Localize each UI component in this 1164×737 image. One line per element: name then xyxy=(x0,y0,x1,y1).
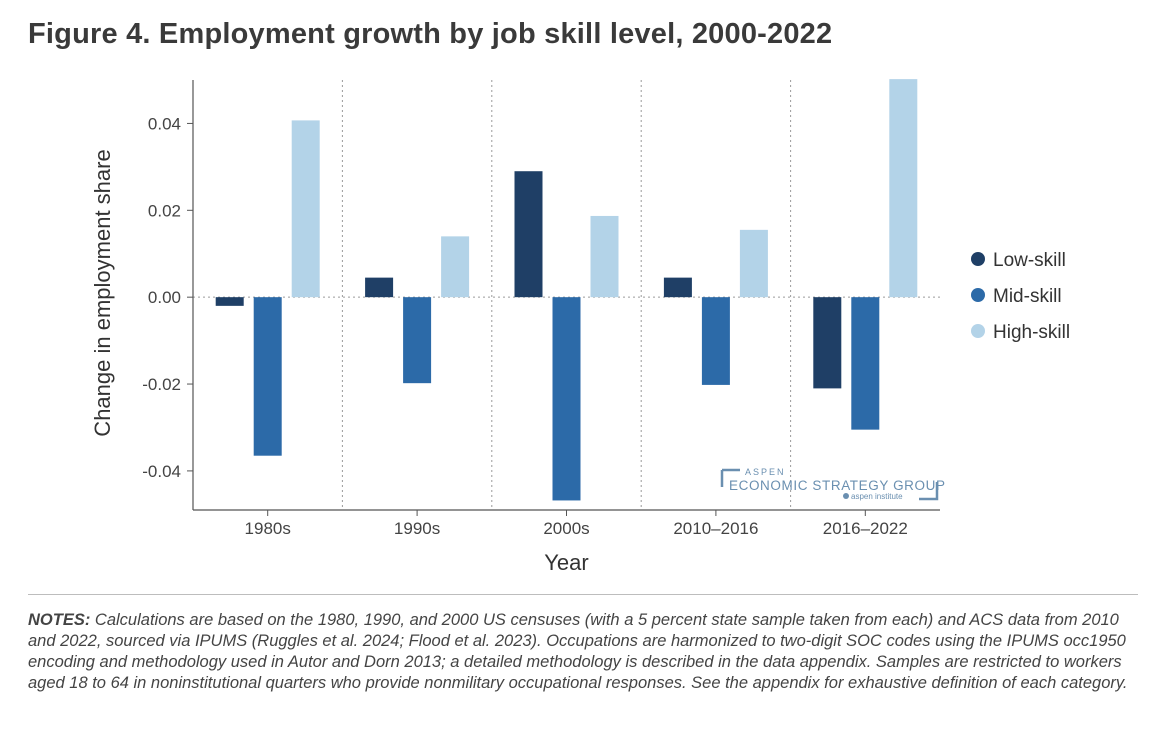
y-tick-label: 0.00 xyxy=(148,288,181,307)
notes-divider xyxy=(28,594,1138,595)
legend-swatch-low-skill xyxy=(971,252,985,266)
bar-mid-skill-2 xyxy=(403,297,432,384)
x-tick-label: 1990s xyxy=(394,519,440,538)
x-ticks: 1980s 1990s 2000s 2010–2016 2016–2022 xyxy=(245,510,908,538)
y-axis-title: Change in employment share xyxy=(90,149,115,436)
chart-title: Figure 4. Employment growth by job skill… xyxy=(28,18,833,50)
bar-mid-skill-1 xyxy=(253,297,282,456)
bar-mid-skill-3 xyxy=(552,297,581,501)
aspen-watermark-logo: ASPEN ECONOMIC STRATEGY GROUP aspen inst… xyxy=(720,467,946,501)
legend-swatch-mid-skill xyxy=(971,288,985,302)
bar-chart: 0.04 0.02 0.00 -0.02 -0.04 1980s 1990s 2000s 20… xyxy=(90,79,1070,575)
group-separators xyxy=(341,80,792,510)
notes-label: NOTES: xyxy=(28,611,91,629)
bar-low-skill-1 xyxy=(215,297,244,306)
watermark-top-text: ASPEN xyxy=(745,467,786,477)
bar-low-skill-4 xyxy=(663,277,692,298)
watermark-sub-text: aspen institute xyxy=(851,492,903,501)
legend: Low-skill Mid-skill High-skill xyxy=(971,250,1070,343)
bar-low-skill-5 xyxy=(813,297,842,389)
y-tick-label: -0.02 xyxy=(142,375,181,394)
x-axis-title: Year xyxy=(544,550,588,575)
bar-low-skill-3 xyxy=(514,171,543,298)
bar-mid-skill-4 xyxy=(701,297,730,385)
x-tick-label: 1980s xyxy=(245,519,291,538)
watermark-dot-icon xyxy=(843,493,849,499)
legend-label-mid-skill: Mid-skill xyxy=(993,286,1062,307)
bar-low-skill-2 xyxy=(365,277,394,298)
bar-high-skill-2 xyxy=(441,236,470,298)
watermark-main-text: ECONOMIC STRATEGY GROUP xyxy=(729,478,946,493)
bar-mid-skill-5 xyxy=(851,297,880,430)
legend-label-high-skill: High-skill xyxy=(993,322,1070,343)
bars xyxy=(215,79,918,501)
bar-high-skill-4 xyxy=(739,229,768,298)
legend-label-low-skill: Low-skill xyxy=(993,250,1066,271)
x-tick-label: 2010–2016 xyxy=(673,519,758,538)
bar-high-skill-1 xyxy=(291,120,320,298)
y-tick-label: 0.04 xyxy=(148,114,181,133)
notes-body: Calculations are based on the 1980, 1990… xyxy=(28,611,1128,692)
legend-swatch-high-skill xyxy=(971,324,985,338)
x-tick-label: 2016–2022 xyxy=(823,519,908,538)
y-tick-label: 0.02 xyxy=(148,201,181,220)
bar-high-skill-3 xyxy=(590,215,619,298)
y-ticks: 0.04 0.02 0.00 -0.02 -0.04 xyxy=(142,114,193,481)
x-tick-label: 2000s xyxy=(543,519,589,538)
y-tick-label: -0.04 xyxy=(142,462,181,481)
notes-text: NOTES: Calculations are based on the 198… xyxy=(28,610,1138,694)
bar-high-skill-5 xyxy=(889,79,918,298)
